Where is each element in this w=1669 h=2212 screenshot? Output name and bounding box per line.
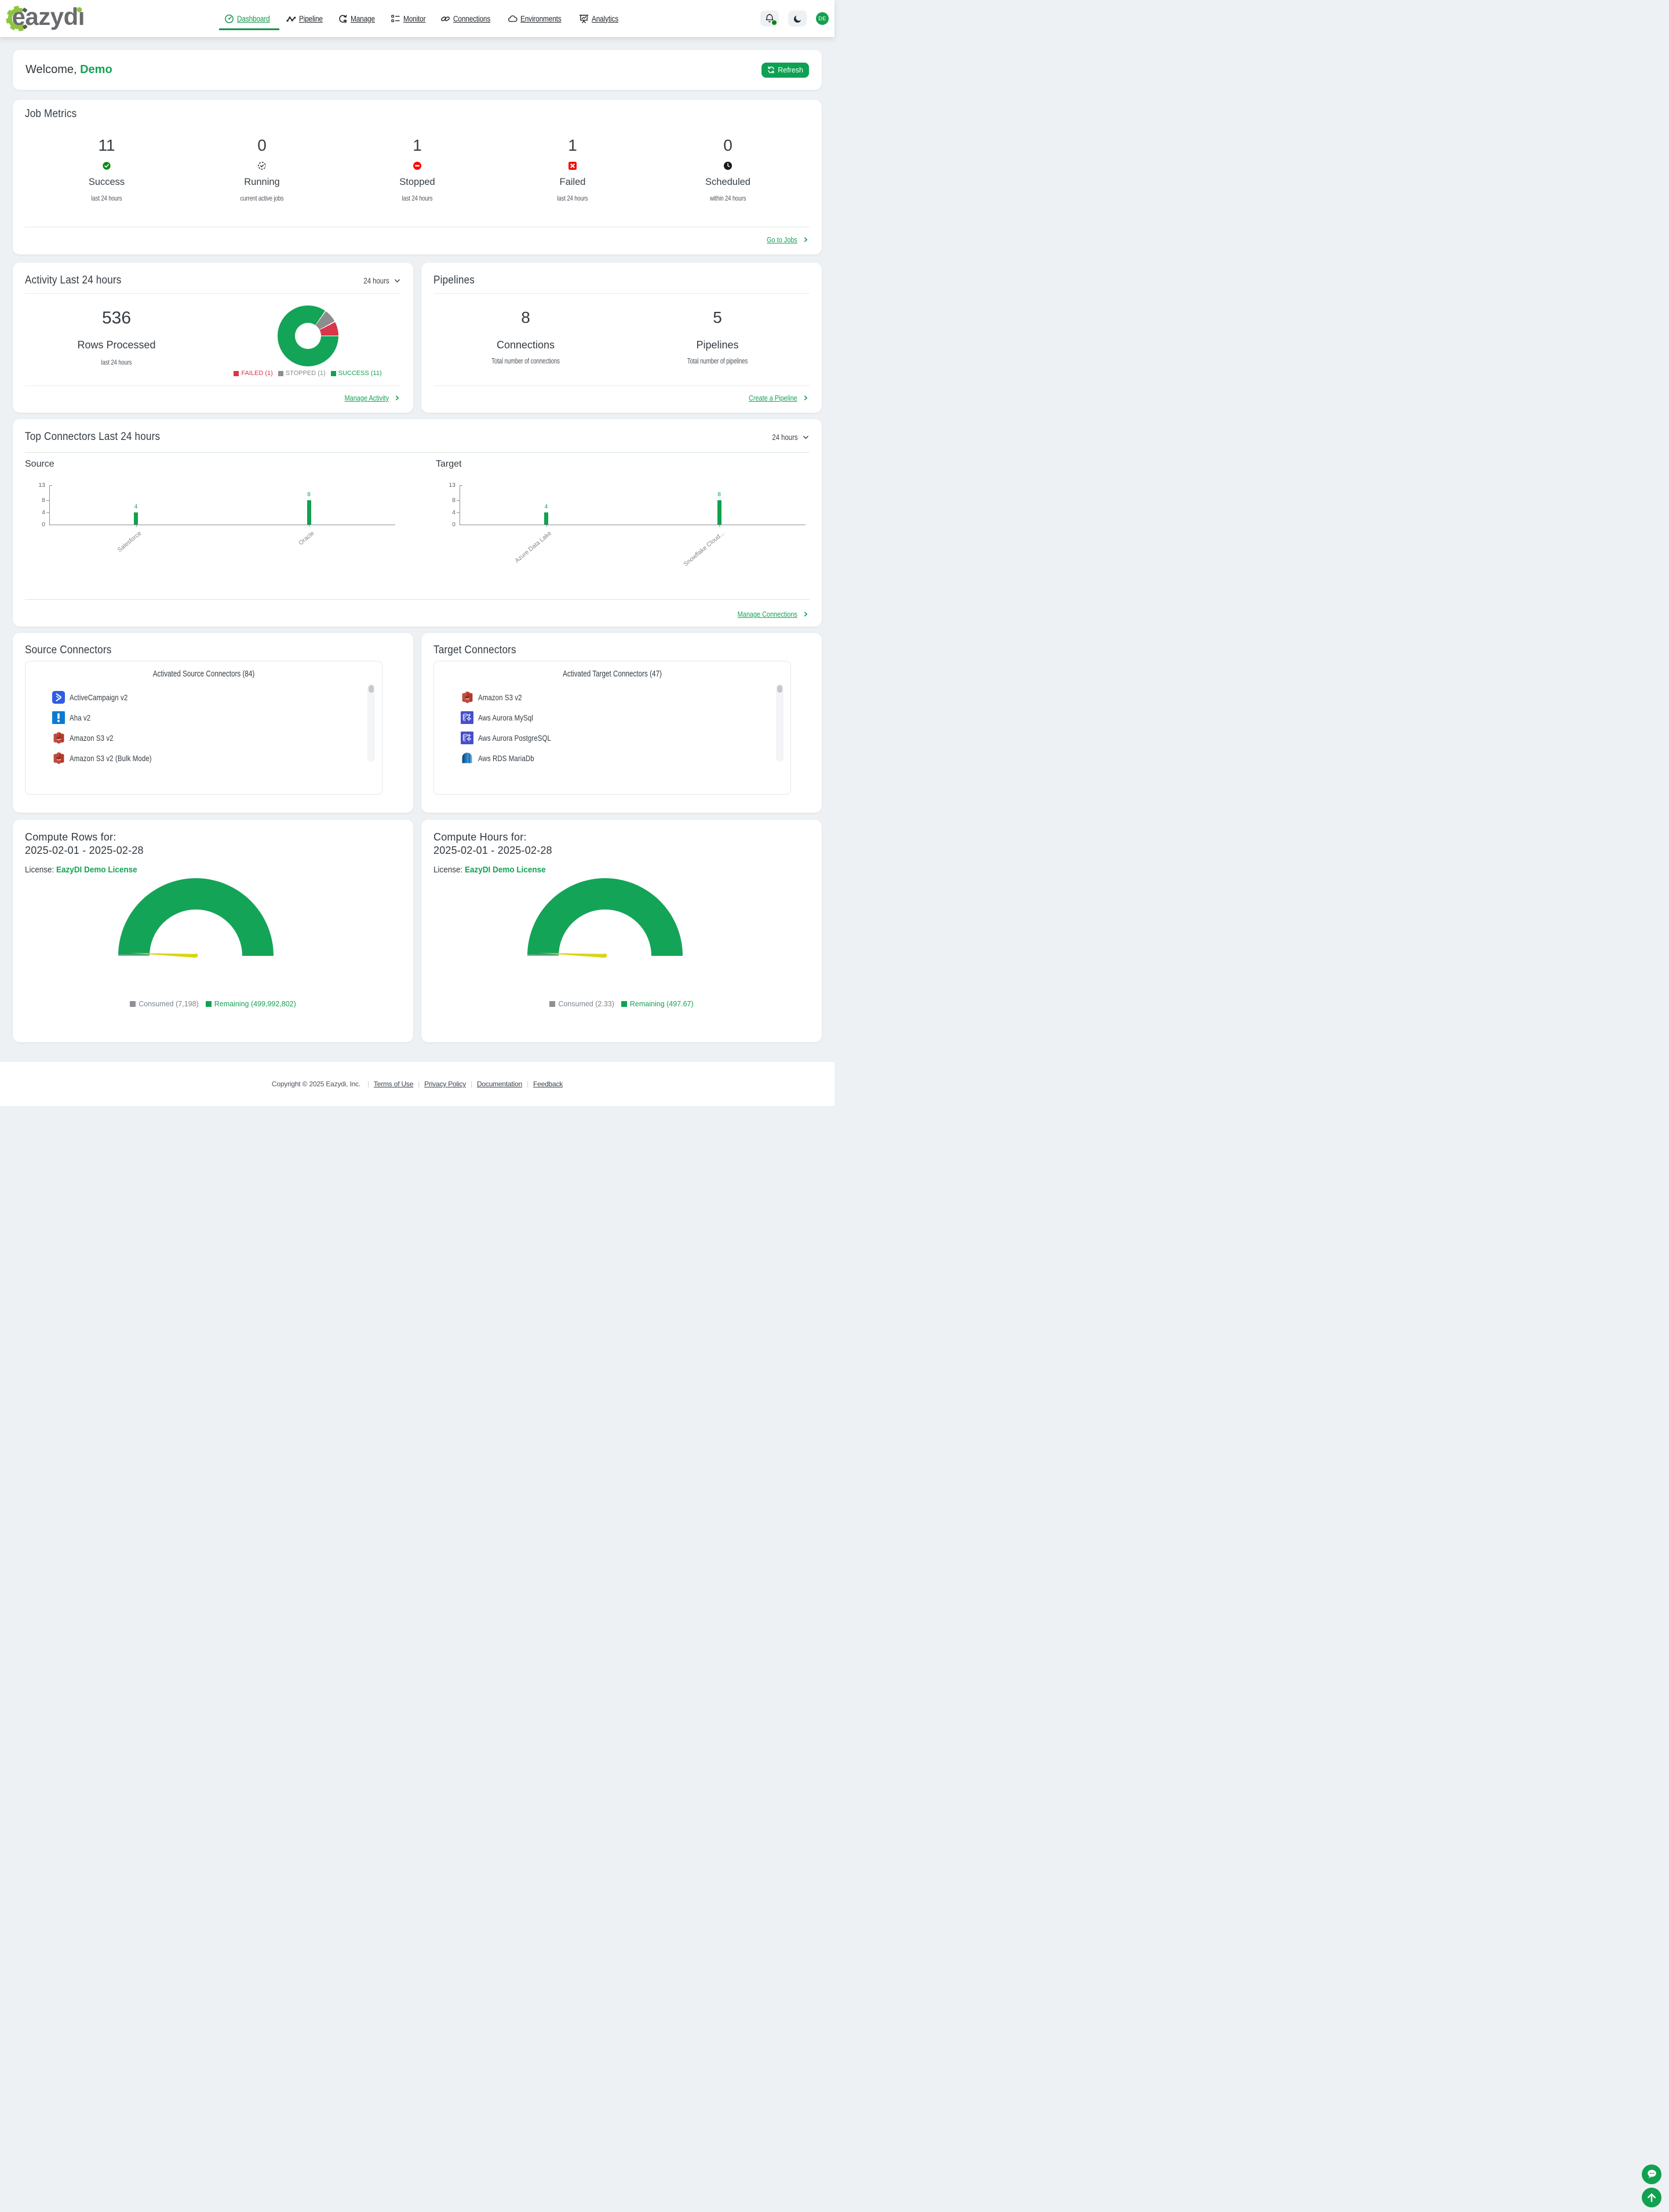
svg-text:eazydı: eazydı <box>12 3 85 30</box>
